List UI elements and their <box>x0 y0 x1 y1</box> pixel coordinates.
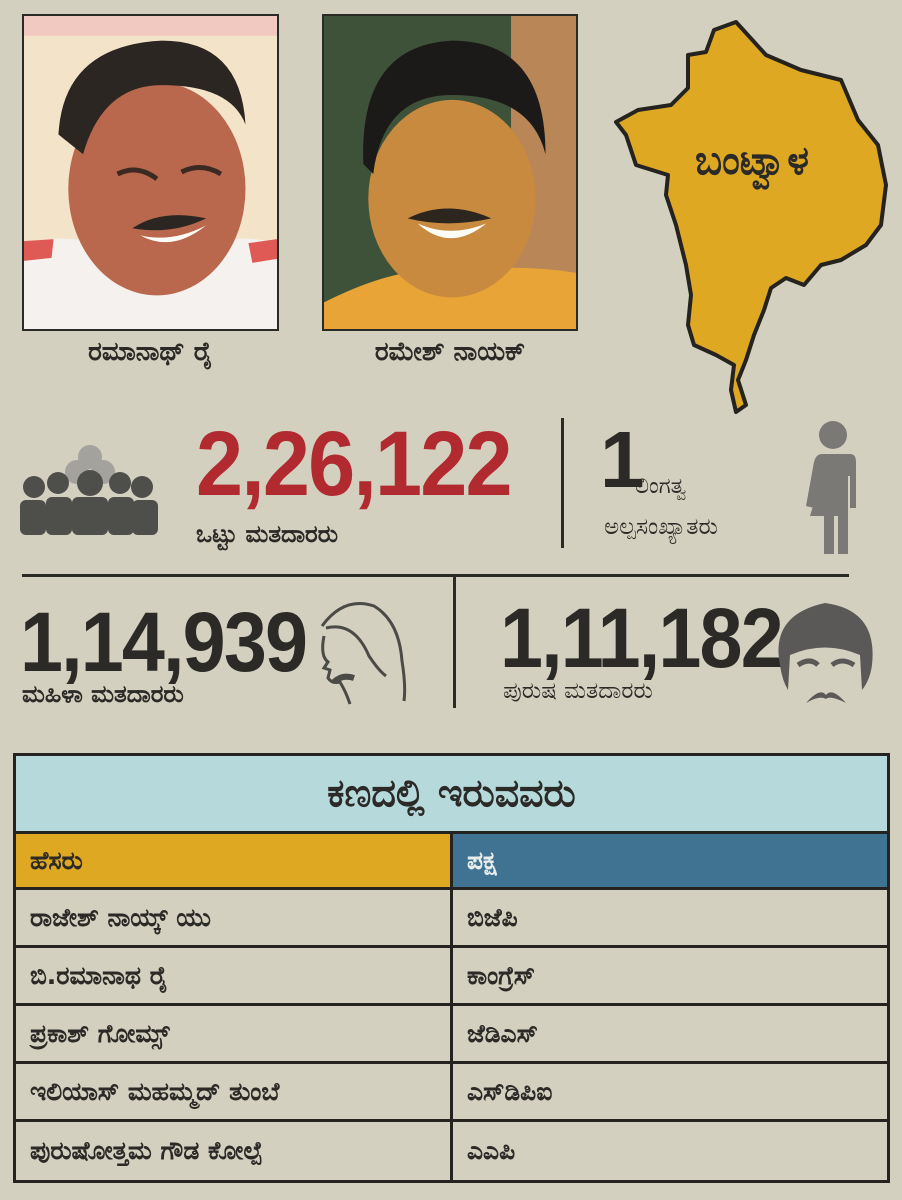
transgender-voters-value: 1 <box>600 415 645 504</box>
candidate-party: ಜೆಡಿಎಸ್ <box>467 1018 538 1048</box>
candidate-name: ಪುರುಷೋತ್ತಮ ಗೌಡ ಕೋಲ್ಪೆ <box>16 1122 453 1180</box>
female-voters-value: 1,14,939 <box>20 595 308 689</box>
column-header-name: ಹೆಸರು <box>16 834 453 887</box>
candidate-name: ಬಿ.ರಮಾನಾಥ ರೈ <box>16 948 453 1003</box>
male-face-icon <box>770 595 880 715</box>
constituency-map: ಬಂಟ್ವಾಳ <box>596 10 896 420</box>
female-voters-label: ಮಹಿಳಾ ಮತದಾರರು <box>22 680 184 708</box>
divider-vertical-2 <box>453 576 456 708</box>
table-row: ಪುರುಷೋತ್ತಮ ಗೌಡ ಕೋಲ್ಪೆ ಎಎಪಿ <box>16 1122 887 1180</box>
divider-vertical <box>561 418 564 548</box>
transgender-label-line2: ಅಲ್ಪಸಂಖ್ಯಾತರು <box>604 514 718 540</box>
male-voters-label: ಪುರುಷ ಮತದಾರರು <box>503 678 653 704</box>
table-row: ಪ್ರಕಾಶ್ ಗೋಮ್ಸ್ ಜೆಡಿಎಸ್ <box>16 1006 887 1064</box>
female-face-icon <box>314 596 414 708</box>
table-row: ಬಿ.ರಮಾನಾಥ ರೈ ಕಾಂಗ್ರೆಸ್ <box>16 948 887 1006</box>
table-row: ಇಲಿಯಾಸ್ ಮಹಮ್ಮದ್ ತುಂಬೆ ಎಸ್‌ಡಿಪಿಐ <box>16 1064 887 1122</box>
candidate-party: ಎಸ್‌ಡಿಪಿಐ <box>467 1076 553 1106</box>
transgender-label-line1: ಲಿಂಗತ್ವ <box>635 474 687 499</box>
candidate-caption-2: ರಮೇಶ್ ನಾಯಕ್ <box>374 337 526 367</box>
transgender-icon <box>800 418 860 558</box>
table-title: ಕಣದಲ್ಲಿ ಇರುವವರು <box>16 756 887 834</box>
candidate-party: ಬಿಜೆಪಿ <box>467 902 518 932</box>
candidate-photo-ramesh-nayak <box>322 14 578 331</box>
candidate-name: ರಾಜೇಶ್ ನಾಯ್ಕ್ ಯು <box>16 890 453 945</box>
candidate-photo-ramanath-rai <box>22 14 279 331</box>
male-voters-value: 1,11,182 <box>500 591 784 685</box>
candidate-party: ಎಎಪಿ <box>467 1136 516 1165</box>
table-row: ರಾಜೇಶ್ ನಾಯ್ಕ್ ಯು ಬಿಜೆಪಿ <box>16 890 887 948</box>
candidates-table: ಕಣದಲ್ಲಿ ಇರುವವರು ಹೆಸರು ಪಕ್ಷ ರಾಜೇಶ್ ನಾಯ್ಕ್… <box>13 753 890 1183</box>
total-voters-label: ಒಟ್ಟು ಮತದಾರರು <box>196 520 339 548</box>
crowd-icon <box>12 445 160 535</box>
column-header-party: ಪಕ್ಷ <box>453 834 887 887</box>
table-header-row: ಹೆಸರು ಪಕ್ಷ <box>16 834 887 890</box>
candidate-name: ಇಲಿಯಾಸ್ ಮಹಮ್ಮದ್ ತುಂಬೆ <box>16 1064 453 1119</box>
candidate-name: ಪ್ರಕಾಶ್ ಗೋಮ್ಸ್ <box>16 1006 453 1061</box>
total-voters-value: 2,26,122 <box>196 413 513 515</box>
divider-horizontal <box>22 574 849 577</box>
constituency-name: ಬಂಟ್ವಾಳ <box>695 138 809 184</box>
map-shape-icon <box>614 20 888 414</box>
candidate-caption-1: ರಮಾನಾಥ್ ರೈ <box>88 337 213 367</box>
candidate-party: ಕಾಂಗ್ರೆಸ್ <box>467 960 536 990</box>
